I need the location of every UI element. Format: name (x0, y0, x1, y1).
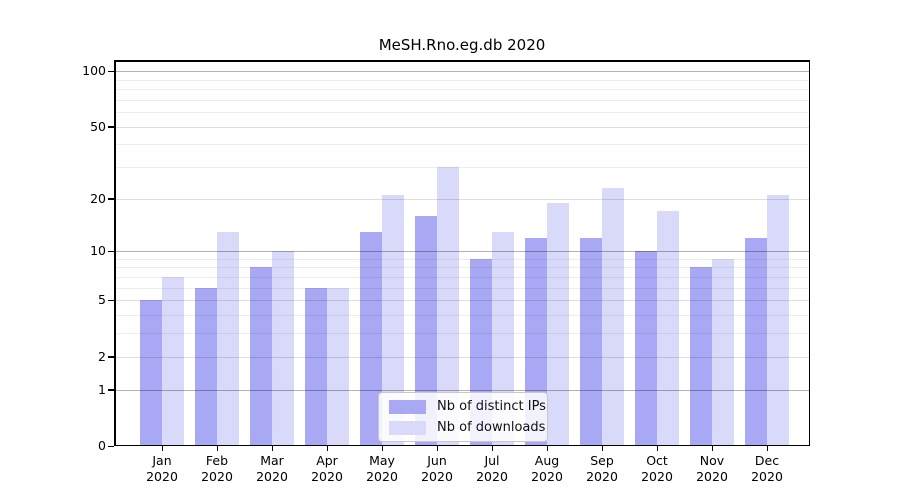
x-tick-year: 2020 (641, 469, 673, 484)
bar-distinct-ips-dec (745, 237, 767, 446)
legend-item-distinct-ips: Nb of distinct IPs (389, 399, 546, 414)
x-tick-month: Dec (754, 453, 780, 468)
bar-downloads-oct (657, 211, 679, 446)
x-tick-year: 2020 (146, 469, 178, 484)
bar-distinct-ips-oct (635, 251, 657, 446)
x-tick-month: Jun (427, 453, 447, 468)
x-tick-apr (326, 446, 328, 451)
y-tick-label-50: 50 (90, 118, 106, 134)
x-tick-label-oct: Oct 2020 (629, 453, 685, 485)
bar-distinct-ips-jan (140, 300, 162, 446)
y-tick-2 (108, 356, 114, 358)
x-tick-mar (271, 446, 273, 451)
legend-swatch-downloads (389, 420, 426, 435)
bar-downloads-aug (547, 202, 569, 446)
bar-distinct-ips-nov (690, 267, 712, 446)
x-tick-nov (711, 446, 713, 451)
x-tick-feb (216, 446, 218, 451)
plot-area (114, 60, 810, 446)
x-tick-label-feb: Feb 2020 (189, 453, 245, 485)
bar-distinct-ips-apr (305, 287, 327, 446)
x-tick-label-may: May 2020 (354, 453, 410, 485)
bar-downloads-may (382, 194, 404, 446)
bar-distinct-ips-sep (580, 237, 602, 446)
legend-swatch-distinct-ips (389, 399, 426, 414)
y-tick-50 (108, 126, 114, 128)
bar-distinct-ips-mar (250, 267, 272, 446)
x-tick-month: May (369, 453, 395, 468)
legend-item-downloads: Nb of downloads (389, 420, 545, 435)
x-tick-year: 2020 (476, 469, 508, 484)
y-tick-label-1: 1 (98, 381, 106, 397)
bar-downloads-mar (272, 251, 294, 446)
y-tick-label-20: 20 (90, 190, 106, 206)
x-tick-label-dec: Dec 2020 (739, 453, 795, 485)
x-tick-sep (601, 446, 603, 451)
x-tick-month: Sep (590, 453, 614, 468)
x-tick-aug (546, 446, 548, 451)
x-tick-month: Mar (260, 453, 284, 468)
y-tick-label-10: 10 (90, 243, 106, 259)
x-tick-year: 2020 (696, 469, 728, 484)
x-tick-year: 2020 (586, 469, 618, 484)
bar-downloads-nov (712, 258, 734, 446)
x-tick-jun (436, 446, 438, 451)
x-tick-label-jan: Jan 2020 (134, 453, 190, 485)
x-tick-month: Apr (316, 453, 338, 468)
x-tick-month: Jan (152, 453, 172, 468)
x-tick-label-aug: Aug 2020 (519, 453, 575, 485)
y-tick-label-100: 100 (82, 63, 106, 79)
x-tick-month: Oct (646, 453, 668, 468)
legend-label-distinct-ips: Nb of distinct IPs (437, 399, 546, 414)
bar-distinct-ips-jun (415, 215, 437, 446)
y-tick-label-2: 2 (98, 348, 106, 364)
y-tick-20 (108, 198, 114, 200)
x-tick-month: Nov (699, 453, 725, 468)
y-tick-label-5: 5 (98, 292, 106, 308)
x-tick-month: Feb (205, 453, 229, 468)
x-tick-label-apr: Apr 2020 (299, 453, 355, 485)
x-tick-year: 2020 (201, 469, 233, 484)
x-tick-label-sep: Sep 2020 (574, 453, 630, 485)
legend: Nb of distinct IPs Nb of downloads (378, 392, 548, 442)
x-tick-year: 2020 (256, 469, 288, 484)
y-tick-100 (108, 70, 114, 73)
x-tick-year: 2020 (311, 469, 343, 484)
x-tick-month: Aug (534, 453, 560, 468)
x-tick-label-mar: Mar 2020 (244, 453, 300, 485)
x-tick-label-jun: Jun 2020 (409, 453, 465, 485)
chart-title: MeSH.Rno.eg.db 2020 (378, 36, 546, 54)
x-tick-year: 2020 (366, 469, 398, 484)
y-tick-1 (108, 389, 114, 391)
x-tick-jul (491, 446, 493, 451)
bars-layer (114, 60, 810, 446)
bar-downloads-jun (437, 167, 459, 446)
bar-distinct-ips-feb (195, 287, 217, 446)
bar-distinct-ips-may (360, 231, 382, 446)
x-tick-month: Jul (484, 453, 500, 468)
x-tick-year: 2020 (531, 469, 563, 484)
y-tick-5 (108, 299, 114, 302)
x-tick-may (381, 446, 383, 451)
x-tick-label-nov: Nov 2020 (684, 453, 740, 485)
x-tick-jan (161, 446, 163, 451)
bar-downloads-dec (767, 194, 789, 446)
y-tick-0 (108, 445, 114, 447)
x-tick-dec (766, 446, 768, 451)
bar-downloads-apr (327, 287, 349, 446)
legend-label-downloads: Nb of downloads (437, 420, 546, 435)
bar-downloads-sep (602, 187, 624, 446)
x-tick-year: 2020 (751, 469, 783, 484)
bar-downloads-jan (162, 277, 184, 446)
y-tick-10 (108, 250, 114, 253)
x-tick-oct (656, 446, 658, 451)
y-tick-label-0: 0 (98, 438, 106, 453)
bar-downloads-feb (217, 231, 239, 446)
x-tick-year: 2020 (421, 469, 453, 484)
x-tick-label-jul: Jul 2020 (464, 453, 520, 485)
